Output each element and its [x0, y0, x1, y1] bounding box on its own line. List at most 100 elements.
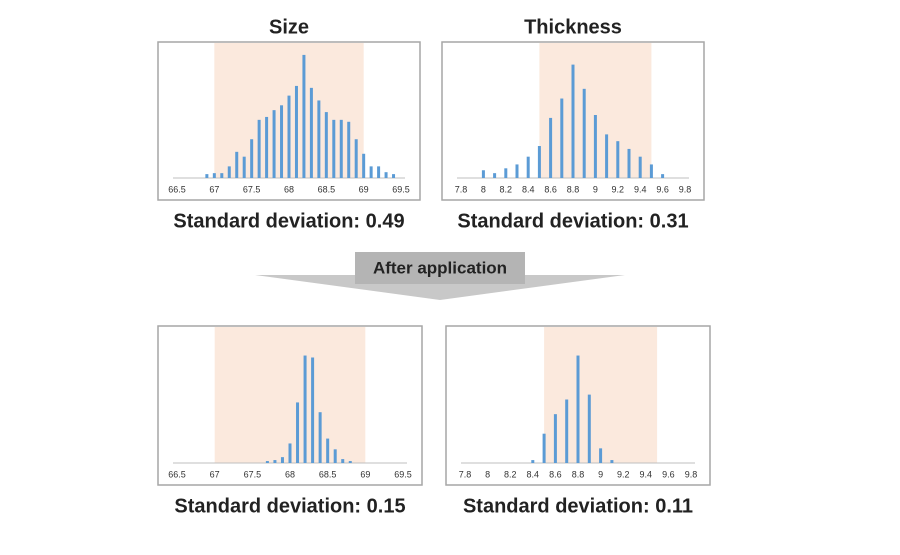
bar [311, 357, 315, 463]
x-tick-label: 9.2 [612, 184, 625, 194]
x-tick-label: 9 [598, 469, 603, 479]
bar [616, 141, 620, 178]
spec-band [544, 327, 658, 463]
bar [526, 156, 530, 178]
x-tick-label: 8.2 [500, 184, 513, 194]
bar [220, 173, 224, 178]
bar [242, 156, 246, 178]
bar [610, 460, 614, 463]
banner-text: After application [373, 258, 507, 277]
bar [553, 414, 557, 463]
bar [309, 87, 313, 178]
bar [587, 394, 591, 463]
chart-subtitle: Standard deviation: 0.31 [457, 210, 688, 232]
bar [235, 151, 239, 178]
x-tick-label: 66.5 [168, 184, 186, 194]
arrow [255, 275, 625, 300]
bar [324, 112, 328, 178]
x-tick-label: 69.5 [394, 469, 412, 479]
x-tick-label: 68 [284, 184, 294, 194]
bar [638, 156, 642, 178]
x-tick-label: 8 [485, 469, 490, 479]
bar [542, 433, 546, 463]
bar [549, 117, 553, 178]
bar [571, 64, 575, 178]
bar [377, 166, 381, 178]
x-tick-label: 68.5 [318, 184, 336, 194]
chart-subtitle: Standard deviation: 0.15 [174, 495, 405, 517]
x-tick-label: 8.2 [504, 469, 517, 479]
bar [576, 355, 580, 463]
bar [354, 139, 358, 178]
x-tick-label: 69 [360, 469, 370, 479]
x-tick-label: 69.5 [392, 184, 410, 194]
x-tick-label: 7.8 [459, 469, 472, 479]
x-tick-label: 69 [359, 184, 369, 194]
x-tick-label: 9.4 [634, 184, 647, 194]
bar [257, 119, 261, 178]
bar [661, 174, 665, 178]
x-tick-label: 9.2 [617, 469, 630, 479]
x-tick-label: 8.4 [522, 184, 535, 194]
bar [384, 172, 388, 178]
bar [369, 166, 373, 178]
banner-box [355, 252, 525, 284]
x-tick-label: 9.6 [662, 469, 675, 479]
bar [280, 105, 284, 178]
bar [392, 174, 396, 178]
bar [504, 168, 508, 178]
bar [593, 115, 597, 178]
bar [288, 443, 292, 463]
bar [265, 461, 269, 463]
x-tick-label: 8.6 [544, 184, 557, 194]
chart-title: Size [269, 16, 309, 38]
bar [303, 355, 307, 463]
x-tick-label: 9.8 [679, 184, 692, 194]
bar [332, 119, 336, 178]
x-tick-label: 9 [593, 184, 598, 194]
bar [272, 110, 276, 178]
bar [212, 173, 216, 178]
x-tick-label: 8.4 [527, 469, 540, 479]
x-tick-label: 67 [210, 469, 220, 479]
bar [302, 54, 306, 178]
bar [294, 85, 298, 178]
x-tick-label: 8.6 [549, 469, 562, 479]
bar [318, 412, 322, 463]
bar [599, 448, 603, 463]
x-tick-label: 8.8 [567, 184, 580, 194]
bar [605, 134, 609, 178]
bar [537, 146, 541, 178]
bar [649, 164, 653, 178]
bar [339, 119, 343, 178]
bar [296, 402, 300, 463]
spec-band [214, 327, 366, 463]
x-tick-label: 66.5 [168, 469, 186, 479]
bar [287, 95, 291, 178]
bar [362, 153, 366, 178]
bar [347, 121, 351, 178]
x-tick-label: 9.4 [640, 469, 653, 479]
bar [531, 460, 535, 463]
bar [627, 148, 631, 178]
x-tick-label: 68.5 [319, 469, 337, 479]
chart-subtitle: Standard deviation: 0.49 [173, 210, 404, 232]
bar [273, 460, 277, 463]
bar [560, 98, 564, 178]
x-tick-label: 67 [209, 184, 219, 194]
bar [326, 438, 330, 463]
x-tick-label: 67.5 [244, 469, 262, 479]
bar [280, 457, 284, 463]
bar [341, 459, 345, 463]
bar [565, 399, 569, 463]
bar [227, 166, 231, 178]
bar [582, 88, 586, 178]
chart-subtitle: Standard deviation: 0.11 [463, 495, 693, 517]
x-tick-label: 9.6 [656, 184, 669, 194]
bar [493, 173, 497, 178]
bar [333, 449, 337, 463]
x-tick-label: 7.8 [455, 184, 468, 194]
chart-title: Thickness [524, 16, 622, 38]
